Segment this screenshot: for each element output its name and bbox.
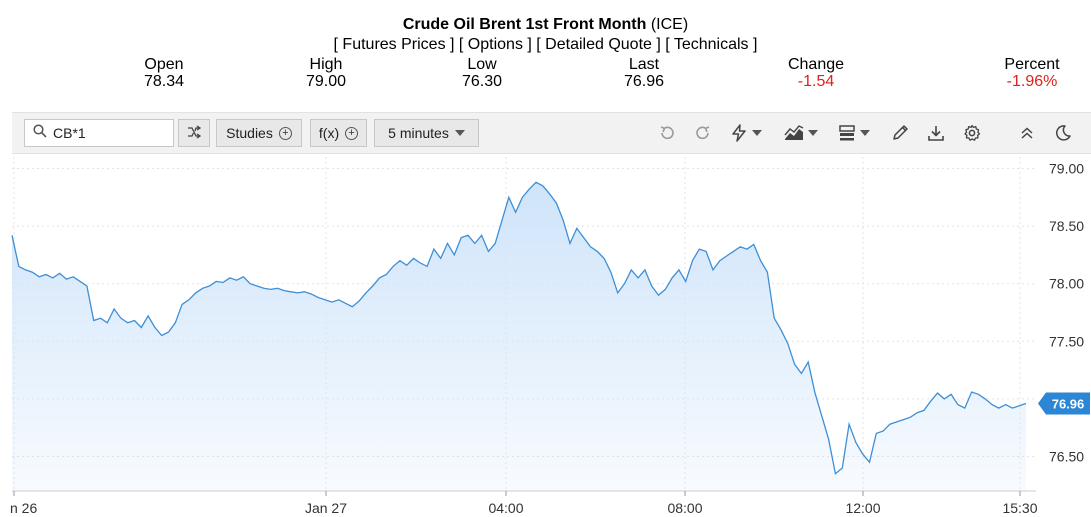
undo-icon xyxy=(658,124,676,142)
studies-label: Studies xyxy=(226,125,273,141)
quote-open: Open 78.34 xyxy=(128,56,200,90)
events-button[interactable] xyxy=(730,122,762,144)
options-link[interactable]: [ Options ] xyxy=(458,36,532,53)
chevron-down-icon xyxy=(808,130,818,136)
x-tick-label: 08:00 xyxy=(667,500,702,516)
symbol-input[interactable] xyxy=(53,125,163,141)
x-tick-label: 12:00 xyxy=(845,500,880,516)
y-tick-label: 78.50 xyxy=(1049,218,1084,234)
quote-change: Change -1.54 xyxy=(780,56,852,90)
gear-icon xyxy=(963,124,981,142)
add-function-icon: + xyxy=(345,126,359,140)
quote-header: Crude Oil Brent 1st Front Month (ICE) [ … xyxy=(0,0,1091,112)
quote-percent: Percent -1.96% xyxy=(996,56,1068,90)
pencil-icon xyxy=(891,124,909,142)
theme-button[interactable] xyxy=(1054,122,1072,144)
x-axis: n 26 Jan 27 04:00 08:00 12:00 15:30 xyxy=(10,491,1038,516)
page-title: Crude Oil Brent 1st Front Month (ICE) xyxy=(0,16,1091,34)
open-label: Open xyxy=(144,56,184,73)
low-label: Low xyxy=(467,56,497,73)
y-tick-label: 77.50 xyxy=(1049,333,1084,349)
chart-toolbar: Studies + f(x) + 5 minutes xyxy=(12,112,1091,154)
redo-button[interactable] xyxy=(694,122,712,144)
theme-icon xyxy=(1054,124,1072,142)
detailed-quote-link[interactable]: [ Detailed Quote ] xyxy=(536,36,661,53)
undo-button[interactable] xyxy=(658,122,676,144)
collapse-icon xyxy=(1019,125,1035,141)
x-tick-label: Jan 27 xyxy=(305,500,347,516)
chart-type-icon xyxy=(784,124,804,142)
y-tick-label: 76.50 xyxy=(1049,448,1084,464)
flash-icon xyxy=(730,124,748,142)
x-tick-label: 04:00 xyxy=(488,500,523,516)
compare-button[interactable] xyxy=(178,119,210,147)
x-tick-label: 15:30 xyxy=(1002,500,1037,516)
high-value: 79.00 xyxy=(305,73,347,90)
redo-icon xyxy=(694,124,712,142)
price-line xyxy=(11,181,1027,475)
symbol-search[interactable] xyxy=(24,119,174,147)
change-value: -1.54 xyxy=(797,73,835,90)
studies-button[interactable]: Studies + xyxy=(216,119,302,147)
last-value: 76.96 xyxy=(623,73,665,90)
download-icon xyxy=(927,124,945,142)
function-label: f(x) xyxy=(318,125,340,141)
y-tick-label: 79.00 xyxy=(1049,161,1084,177)
quote-high: High 79.00 xyxy=(290,56,362,90)
x-tick-label: n 26 xyxy=(10,500,37,516)
percent-label: Percent xyxy=(1004,56,1060,73)
settings-button[interactable] xyxy=(963,122,981,144)
technicals-link[interactable]: [ Technicals ] xyxy=(665,36,758,53)
draw-button[interactable] xyxy=(891,122,909,144)
change-label: Change xyxy=(787,56,845,73)
quote-low: Low 76.30 xyxy=(446,56,518,90)
layout-button[interactable] xyxy=(838,122,870,144)
layout-icon xyxy=(838,124,856,142)
instrument-name: Crude Oil Brent 1st Front Month xyxy=(402,16,647,33)
interval-select[interactable]: 5 minutes xyxy=(374,119,479,147)
percent-value: -1.96% xyxy=(1006,73,1058,90)
chevron-down-icon xyxy=(860,130,870,136)
high-label: High xyxy=(309,56,343,73)
last-label: Last xyxy=(628,56,660,73)
compare-icon xyxy=(187,124,202,142)
chevron-down-icon xyxy=(752,130,762,136)
quote-last: Last 76.96 xyxy=(608,56,680,90)
open-value: 78.34 xyxy=(143,73,185,90)
futures-prices-link[interactable]: [ Futures Prices ] xyxy=(333,36,455,53)
interval-label: 5 minutes xyxy=(388,125,449,141)
quote-links: [ Futures Prices ] [ Options ] [ Detaile… xyxy=(0,36,1091,54)
download-button[interactable] xyxy=(927,122,945,144)
chart-type-button[interactable] xyxy=(784,122,818,144)
last-price-badge: 76.96 xyxy=(1038,392,1090,415)
y-tick-label: 78.00 xyxy=(1049,276,1084,292)
last-price-badge-value: 76.96 xyxy=(1052,396,1085,411)
add-study-icon: + xyxy=(278,126,292,140)
last-price-badge-shape xyxy=(1038,392,1090,415)
search-icon xyxy=(33,123,47,143)
chevron-down-icon xyxy=(454,130,465,136)
exchange-label: (ICE) xyxy=(650,16,689,33)
low-value: 76.30 xyxy=(461,73,503,90)
collapse-button[interactable] xyxy=(1019,122,1035,144)
price-area xyxy=(12,182,1026,492)
function-button[interactable]: f(x) + xyxy=(310,119,367,147)
